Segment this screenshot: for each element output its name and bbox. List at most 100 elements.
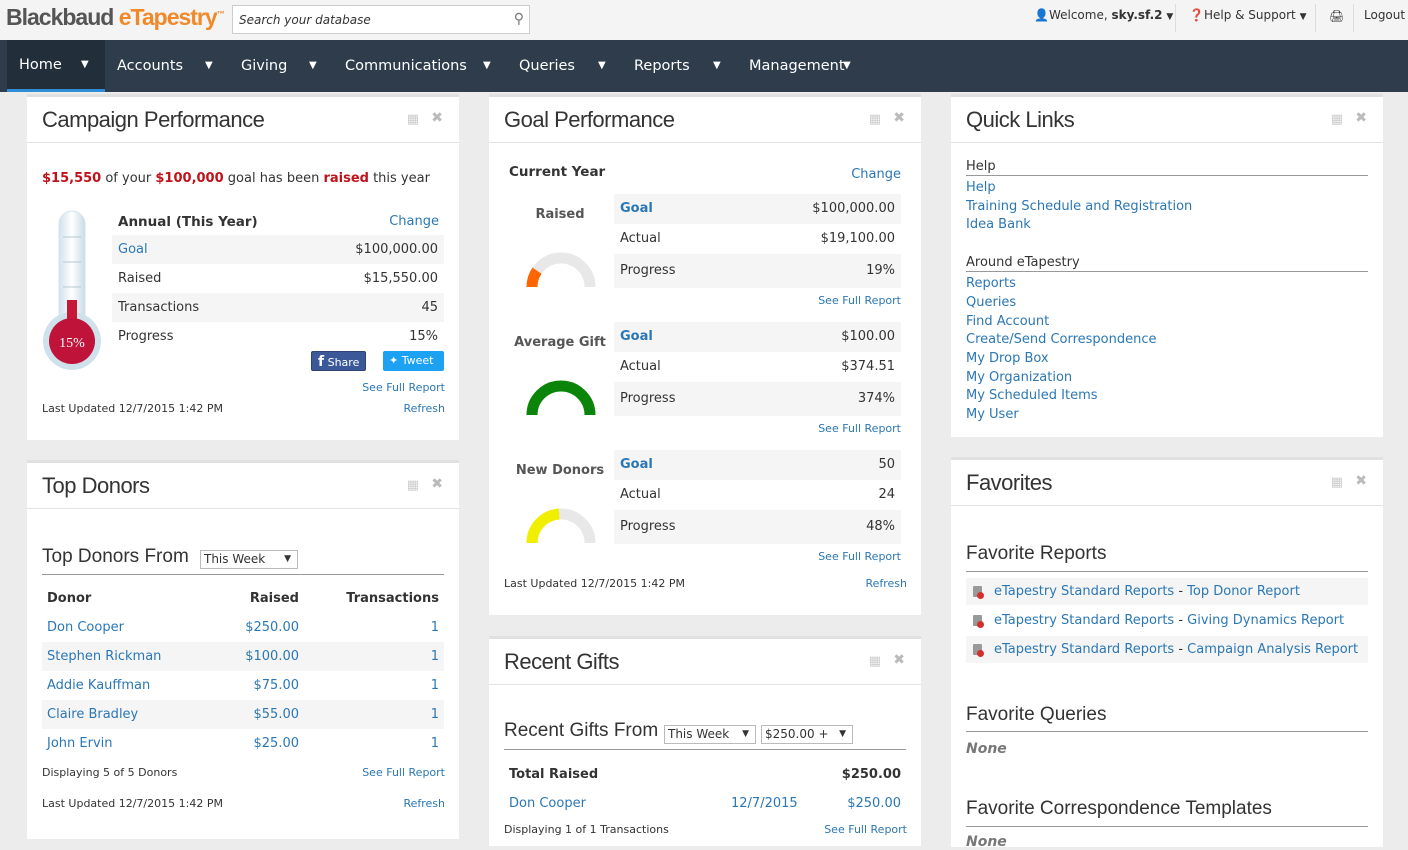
report-category-link[interactable]: eTapestry Standard Reports xyxy=(994,584,1175,599)
goal-row: Goal 50 xyxy=(614,450,901,480)
close-icon[interactable]: ✖ xyxy=(1355,110,1367,126)
quick-link[interactable]: Reports xyxy=(966,276,1016,292)
total-value: $250.00 xyxy=(841,767,901,782)
donor-link[interactable]: John Ervin xyxy=(47,736,113,751)
logo[interactable]: Blackbaud eTapestry™ xyxy=(6,4,225,31)
close-icon[interactable]: ✖ xyxy=(431,476,443,492)
raised-link[interactable]: $75.00 xyxy=(253,678,300,693)
quick-link[interactable]: My User xyxy=(966,407,1019,422)
goal-row: Actual $374.51 xyxy=(614,352,901,382)
amount-select[interactable]: $250.00 + ▼ xyxy=(761,725,853,744)
close-icon[interactable]: ✖ xyxy=(1355,473,1367,489)
chevron-down-icon[interactable]: ▼ xyxy=(205,60,213,71)
see-full-report-link[interactable]: See Full Report xyxy=(362,766,445,779)
facebook-share-button[interactable]: f Share xyxy=(311,351,367,371)
nav-item-giving[interactable]: Giving ▼ xyxy=(229,40,333,92)
report-link[interactable]: Campaign Analysis Report xyxy=(1187,642,1359,657)
quick-link[interactable]: My Scheduled Items xyxy=(966,388,1098,404)
transactions-link[interactable]: 1 xyxy=(430,620,439,635)
transactions-link[interactable]: 1 xyxy=(430,736,439,751)
tweet-button[interactable]: ✦ Tweet xyxy=(383,351,444,371)
drag-handle-icon[interactable]: ▦ xyxy=(1330,475,1343,490)
donor-link[interactable]: Addie Kauffman xyxy=(47,678,151,693)
close-icon[interactable]: ✖ xyxy=(893,652,905,668)
gift-date-link[interactable]: 12/7/2015 xyxy=(731,796,798,811)
transactions-link[interactable]: 1 xyxy=(430,678,439,693)
stat-label[interactable]: Goal xyxy=(118,242,148,257)
change-link[interactable]: Change xyxy=(851,167,901,182)
report-category-link[interactable]: eTapestry Standard Reports xyxy=(994,613,1175,628)
donor-link[interactable]: Stephen Rickman xyxy=(47,649,162,664)
report-link[interactable]: Top Donor Report xyxy=(1187,584,1300,599)
change-link[interactable]: Change xyxy=(389,214,439,229)
chevron-down-icon[interactable]: ▼ xyxy=(843,60,851,71)
goal-row-label[interactable]: Goal xyxy=(620,201,653,216)
raised-link[interactable]: $250.00 xyxy=(245,620,299,635)
nav-item-queries[interactable]: Queries ▼ xyxy=(507,40,622,92)
report-link[interactable]: Giving Dynamics Report xyxy=(1187,613,1345,628)
donor-link[interactable]: Don Cooper xyxy=(509,796,586,811)
nav-item-accounts[interactable]: Accounts ▼ xyxy=(105,40,229,92)
search-icon[interactable]: ⚲ xyxy=(513,11,524,27)
quick-link[interactable]: Queries xyxy=(966,294,1017,310)
drag-handle-icon[interactable]: ▦ xyxy=(868,654,881,669)
search-input[interactable] xyxy=(233,6,493,33)
nav-item-management[interactable]: Management ▼ xyxy=(737,40,867,92)
donor-link[interactable]: Don Cooper xyxy=(47,620,124,635)
see-full-report-link[interactable]: See Full Report xyxy=(818,294,901,307)
chevron-down-icon[interactable]: ▼ xyxy=(598,60,606,71)
close-icon[interactable]: ✖ xyxy=(893,110,905,126)
goal-row-label: Actual xyxy=(620,359,661,374)
stat-row: Goal $100,000.00 xyxy=(112,235,444,264)
raised-link[interactable]: $25.00 xyxy=(253,736,300,751)
period-select[interactable]: This Week ▼ xyxy=(664,725,756,744)
drag-handle-icon[interactable]: ▦ xyxy=(1330,112,1343,127)
see-full-report-link[interactable]: See Full Report xyxy=(818,422,901,435)
gift-amount-link[interactable]: $250.00 xyxy=(847,796,901,811)
user-menu[interactable]: 👤Welcome, sky.sf.2 ▼ xyxy=(1034,8,1173,22)
drag-handle-icon[interactable]: ▦ xyxy=(406,478,419,493)
chevron-down-icon[interactable]: ▼ xyxy=(81,59,89,70)
help-menu[interactable]: ❓Help & Support ▼ xyxy=(1189,8,1306,22)
see-full-report-link[interactable]: See Full Report xyxy=(824,823,907,836)
quick-link[interactable]: My Drop Box xyxy=(966,350,1049,366)
transactions-link[interactable]: 1 xyxy=(430,707,439,722)
chevron-down-icon[interactable]: ▼ xyxy=(713,60,721,71)
quick-link[interactable]: My Organization xyxy=(966,369,1073,385)
raised-link[interactable]: $100.00 xyxy=(245,649,299,664)
logout-link[interactable]: Logout xyxy=(1364,8,1406,22)
see-full-report-link[interactable]: See Full Report xyxy=(818,550,901,563)
drag-handle-icon[interactable]: ▦ xyxy=(868,112,881,127)
period-select[interactable]: This Week ▼ xyxy=(200,550,298,569)
transactions-link[interactable]: 1 xyxy=(430,649,439,664)
goal-row-label: Actual xyxy=(620,231,661,246)
chevron-down-icon[interactable]: ▼ xyxy=(309,60,317,71)
goal-row-label[interactable]: Goal xyxy=(620,329,653,344)
quick-link[interactable]: Idea Bank xyxy=(966,217,1031,233)
thermometer-label: 15% xyxy=(59,336,85,351)
quick-link[interactable]: Help xyxy=(966,180,996,195)
goal-row-label[interactable]: Goal xyxy=(620,457,653,472)
print-icon[interactable]: 🖨 xyxy=(1329,9,1345,23)
raised-link[interactable]: $55.00 xyxy=(253,707,300,722)
nav-item-communications[interactable]: Communications ▼ xyxy=(333,40,507,92)
see-full-report-link[interactable]: See Full Report xyxy=(362,381,445,394)
refresh-link[interactable]: Refresh xyxy=(403,402,445,415)
drag-handle-icon[interactable]: ▦ xyxy=(406,112,419,127)
close-icon[interactable]: ✖ xyxy=(431,110,443,126)
report-category-link[interactable]: eTapestry Standard Reports xyxy=(994,642,1175,657)
refresh-link[interactable]: Refresh xyxy=(403,797,445,810)
chevron-down-icon[interactable]: ▼ xyxy=(483,60,491,71)
nav-item-home[interactable]: Home ▼ xyxy=(7,40,105,92)
goal-row-value: $100,000.00 xyxy=(812,201,895,216)
donor-link[interactable]: Claire Bradley xyxy=(47,707,139,722)
nav-item-reports[interactable]: Reports ▼ xyxy=(622,40,737,92)
period-label: Current Year xyxy=(509,164,606,180)
username: sky.sf.2 xyxy=(1111,8,1163,22)
goal-row-value: 48% xyxy=(866,519,895,534)
goal-row: Goal $100.00 xyxy=(614,322,901,352)
refresh-link[interactable]: Refresh xyxy=(865,577,907,590)
quick-link[interactable]: Find Account xyxy=(966,313,1050,329)
quick-link[interactable]: Create/Send Correspondence xyxy=(966,332,1157,348)
quick-link[interactable]: Training Schedule and Registration xyxy=(966,198,1193,214)
